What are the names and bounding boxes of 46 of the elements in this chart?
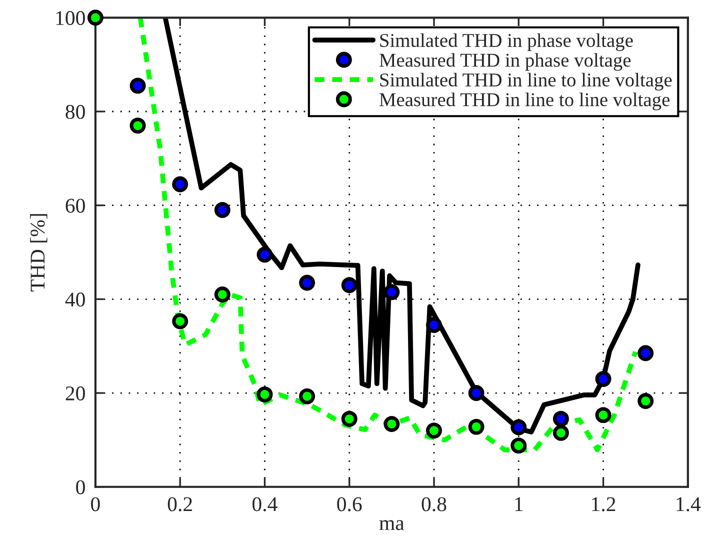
y-tick-label: 40 bbox=[65, 292, 85, 307]
point bbox=[510, 419, 527, 436]
x-tick-label: 0.4 bbox=[252, 497, 278, 512]
x-tick-label: 0.8 bbox=[422, 497, 446, 512]
point bbox=[384, 416, 400, 432]
point bbox=[172, 313, 188, 330]
point bbox=[130, 78, 146, 94]
x-tick-label: 1.2 bbox=[592, 497, 616, 512]
legend-label: Simulated THD in phase voltage bbox=[380, 33, 633, 52]
legend-label: Measured THD in phase voltage bbox=[379, 53, 631, 71]
point bbox=[552, 424, 569, 441]
point bbox=[638, 345, 654, 362]
x-axis-title: ma bbox=[379, 520, 404, 530]
point bbox=[341, 277, 358, 294]
point bbox=[256, 246, 273, 263]
x-tick-label: 1 bbox=[515, 497, 523, 512]
point bbox=[256, 386, 273, 402]
point bbox=[638, 393, 654, 409]
point bbox=[426, 317, 442, 333]
point bbox=[172, 176, 188, 192]
point bbox=[510, 438, 527, 454]
point bbox=[384, 284, 400, 300]
y-tick-label: 80 bbox=[66, 104, 85, 119]
x-tick-label: 0.2 bbox=[168, 497, 192, 512]
point bbox=[468, 418, 484, 435]
point bbox=[595, 370, 612, 387]
x-tick-label: 0 bbox=[91, 497, 100, 512]
point bbox=[130, 118, 146, 134]
point bbox=[214, 202, 230, 218]
point bbox=[299, 274, 316, 291]
point bbox=[299, 388, 316, 404]
y-tick-label: 60 bbox=[66, 198, 85, 213]
point bbox=[595, 407, 612, 424]
y-tick-label: 0 bbox=[76, 480, 85, 494]
x-tick-label: 0.6 bbox=[337, 497, 362, 512]
x-tick-label: 1.4 bbox=[676, 497, 701, 512]
point bbox=[341, 410, 358, 427]
point bbox=[214, 286, 230, 302]
point bbox=[426, 422, 442, 439]
y-axis-title: THD [%] bbox=[30, 214, 48, 292]
point bbox=[552, 410, 569, 427]
legend-label: Simulated THD in line to line voltage bbox=[380, 72, 672, 91]
y-tick-label: 100 bbox=[56, 11, 85, 26]
point bbox=[468, 385, 484, 402]
y-tick-label: 20 bbox=[66, 386, 85, 400]
legend-label: Measured THD in line to line voltage bbox=[379, 92, 670, 110]
